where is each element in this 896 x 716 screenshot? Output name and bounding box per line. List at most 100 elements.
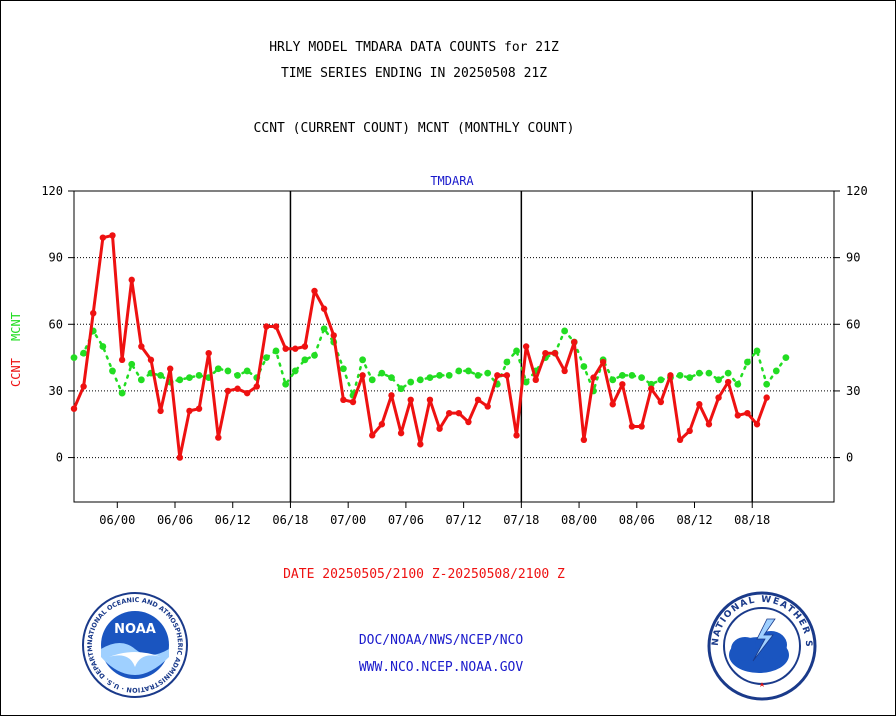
ccnt-point	[744, 409, 751, 417]
ccnt-point	[263, 323, 270, 330]
ccnt-point	[763, 394, 770, 401]
mcnt-point	[465, 367, 472, 375]
mcnt-point	[320, 325, 328, 333]
mcnt-point	[618, 371, 626, 379]
ccnt-point	[619, 381, 626, 388]
x-tick-label: 07/18	[503, 513, 539, 527]
ccnt-point	[753, 421, 761, 428]
mcnt-point	[195, 371, 203, 379]
ccnt-point	[397, 429, 405, 437]
mcnt-point	[686, 374, 694, 381]
mcnt-point	[272, 347, 280, 355]
ccnt-point	[522, 343, 530, 350]
mcnt-point	[263, 354, 270, 362]
noaa-logo: NATIONAL OCEANIC AND ATMOSPHERIC ADMINIS…	[81, 591, 188, 698]
ccnt-point	[195, 405, 203, 412]
ccnt-point	[243, 389, 251, 397]
mcnt-point	[224, 367, 232, 375]
ccnt-point	[436, 425, 443, 432]
mcnt-point	[580, 363, 588, 370]
mcnt-point	[705, 369, 713, 377]
mcnt-point	[436, 371, 443, 379]
mcnt-point	[763, 380, 771, 388]
ccnt-point	[455, 409, 463, 417]
ccnt-point	[407, 396, 414, 404]
ylabel-mcnt: MCNT	[9, 312, 23, 341]
mcnt-point	[503, 358, 511, 366]
mcnt-point	[70, 354, 78, 362]
ccnt-point	[205, 349, 212, 357]
mcnt-point	[455, 367, 463, 375]
x-tick-label: 08/12	[676, 513, 712, 527]
ccnt-point	[80, 383, 87, 390]
mcnt-point	[359, 356, 367, 364]
ccnt-point	[551, 349, 559, 357]
ccnt-point	[532, 376, 539, 384]
mcnt-point	[128, 360, 136, 368]
noaa-logo-text: NOAA	[114, 622, 156, 637]
ccnt-point	[99, 234, 107, 241]
axis-layer: 0 0 30 30 60 60 90 90 120 120 06/00 06/06 06/12 06/18…	[41, 184, 867, 527]
mcnt-point	[522, 378, 530, 386]
x-tick-label: 07/12	[446, 513, 482, 527]
mcnt-point	[782, 354, 790, 362]
y-tick-label-left: 90	[49, 251, 63, 265]
ccnt-point	[340, 396, 347, 404]
mcnt-point	[628, 371, 636, 379]
ccnt-point	[147, 356, 155, 364]
mcnt-point	[311, 351, 318, 359]
mcnt-point	[301, 356, 309, 364]
y-tick-label-left: 0	[56, 451, 63, 465]
x-tick-label: 06/06	[157, 513, 193, 527]
ccnt-point	[561, 367, 568, 375]
ccnt-point	[599, 358, 607, 366]
ccnt-point	[378, 421, 386, 428]
date-range: DATE 20250505/2100 Z-20250508/2100 Z	[283, 567, 565, 582]
ccnt-point	[128, 276, 135, 284]
org-path: DOC/NOAA/NWS/NCEP/NCO	[358, 633, 524, 648]
ccnt-point	[301, 343, 309, 350]
ccnt-point	[705, 421, 713, 428]
ccnt-point	[109, 232, 116, 239]
ccnt-point	[638, 423, 645, 430]
ccnt-point	[426, 396, 434, 404]
ccnt-point	[234, 385, 241, 392]
y-tick-label-right: 120	[846, 184, 868, 198]
ccnt-point	[320, 305, 328, 312]
chart-subtitle: CCNT (CURRENT COUNT) MCNT (MONTHLY COUNT…	[253, 121, 575, 136]
x-tick-label: 06/00	[99, 513, 135, 527]
x-tick-label: 07/00	[330, 513, 366, 527]
ccnt-point	[118, 356, 126, 364]
mcnt-point	[407, 378, 415, 386]
ylabel-ccnt: CCNT	[9, 358, 23, 387]
nws-star-icon	[760, 682, 764, 687]
ccnt-point	[503, 372, 511, 379]
x-tick-label: 06/12	[215, 513, 251, 527]
mcnt-point	[99, 343, 107, 350]
ccnt-point	[667, 372, 674, 379]
panel-title: TMDARA	[430, 174, 474, 188]
website-link[interactable]: WWW.NCO.NCEP.NOAA.GOV	[358, 660, 524, 675]
mcnt-point	[339, 365, 347, 373]
chart-title-line1: HRLY MODEL TMDARA DATA COUNTS for 21Z	[269, 40, 559, 55]
mcnt-point	[214, 365, 222, 373]
ccnt-point	[542, 349, 549, 357]
mcnt-point	[561, 327, 569, 335]
ccnt-point	[696, 401, 703, 408]
ccnt-point	[186, 407, 193, 415]
mcnt-point	[137, 376, 145, 384]
mcnt-point	[109, 367, 116, 375]
mcnt-point	[80, 349, 88, 357]
ccnt-point	[609, 401, 616, 408]
mcnt-point	[744, 358, 751, 366]
ccnt-point	[292, 345, 299, 352]
y-axis-label: CCNT MCNT	[9, 312, 23, 387]
ccnt-point	[657, 398, 665, 406]
x-tick-label: 07/06	[388, 513, 424, 527]
y-tick-label-right: 0	[846, 451, 853, 465]
ccnt-point	[330, 332, 337, 339]
mcnt-point	[715, 376, 722, 384]
ccnt-point	[167, 365, 174, 372]
ccnt-point	[369, 432, 376, 439]
